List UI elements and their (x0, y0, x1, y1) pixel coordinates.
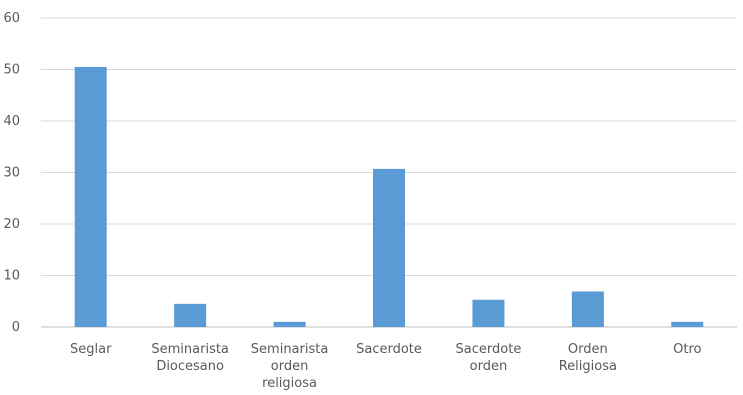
bars (74, 66, 704, 328)
x-category-label-line: Religiosa (559, 359, 617, 374)
x-category-label: Sacerdote (356, 342, 422, 357)
x-category-label: Otro (673, 342, 701, 357)
y-tick-label: 40 (3, 114, 20, 129)
x-category-label-line: orden (470, 359, 508, 374)
y-tick-label: 30 (3, 166, 20, 181)
x-category-label-line: Sacerdote (456, 342, 522, 357)
x-axis-labels: Seglar Seminarista Diocesano Seminarista ord… (70, 342, 702, 391)
bar (571, 291, 604, 327)
y-tick-label: 60 (3, 11, 20, 26)
y-axis-ticks: 0 10 20 30 40 50 60 (3, 11, 20, 335)
y-tick-label: 20 (3, 217, 20, 232)
bar (273, 321, 306, 327)
bar (174, 303, 207, 327)
x-category-label-line: orden (271, 359, 309, 374)
y-tick-label: 0 (12, 320, 20, 335)
x-category-label-line: Seminarista (251, 342, 329, 357)
x-category-label-line: Otro (673, 342, 701, 357)
bar (472, 299, 505, 327)
bar (74, 66, 107, 328)
x-category-label-line: Seglar (70, 342, 112, 357)
x-category-label-line: religiosa (262, 376, 317, 391)
y-tick-label: 50 (3, 63, 20, 78)
bar (373, 168, 405, 327)
x-category-label: Orden Religiosa (559, 342, 617, 374)
x-category-label-line: Seminarista (151, 342, 229, 357)
x-category-label: Seminarista orden religiosa (251, 342, 329, 391)
y-tick-label: 10 (3, 269, 20, 284)
bar (671, 321, 704, 327)
x-category-label: Seglar (70, 342, 112, 357)
x-category-label: Sacerdote orden (456, 342, 522, 374)
x-category-label: Seminarista Diocesano (151, 342, 229, 374)
x-category-label-line: Orden (568, 342, 608, 357)
x-category-label-line: Diocesano (156, 359, 224, 374)
x-category-label-line: Sacerdote (356, 342, 422, 357)
